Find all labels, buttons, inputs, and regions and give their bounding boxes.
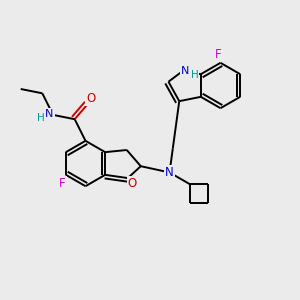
Text: N: N (181, 65, 190, 76)
Text: H: H (37, 113, 44, 123)
Text: O: O (128, 177, 137, 190)
Text: F: F (215, 48, 221, 61)
Text: F: F (59, 177, 66, 190)
Text: O: O (86, 92, 95, 105)
Text: N: N (165, 166, 174, 179)
Text: N: N (45, 109, 54, 119)
Text: H: H (191, 70, 199, 80)
